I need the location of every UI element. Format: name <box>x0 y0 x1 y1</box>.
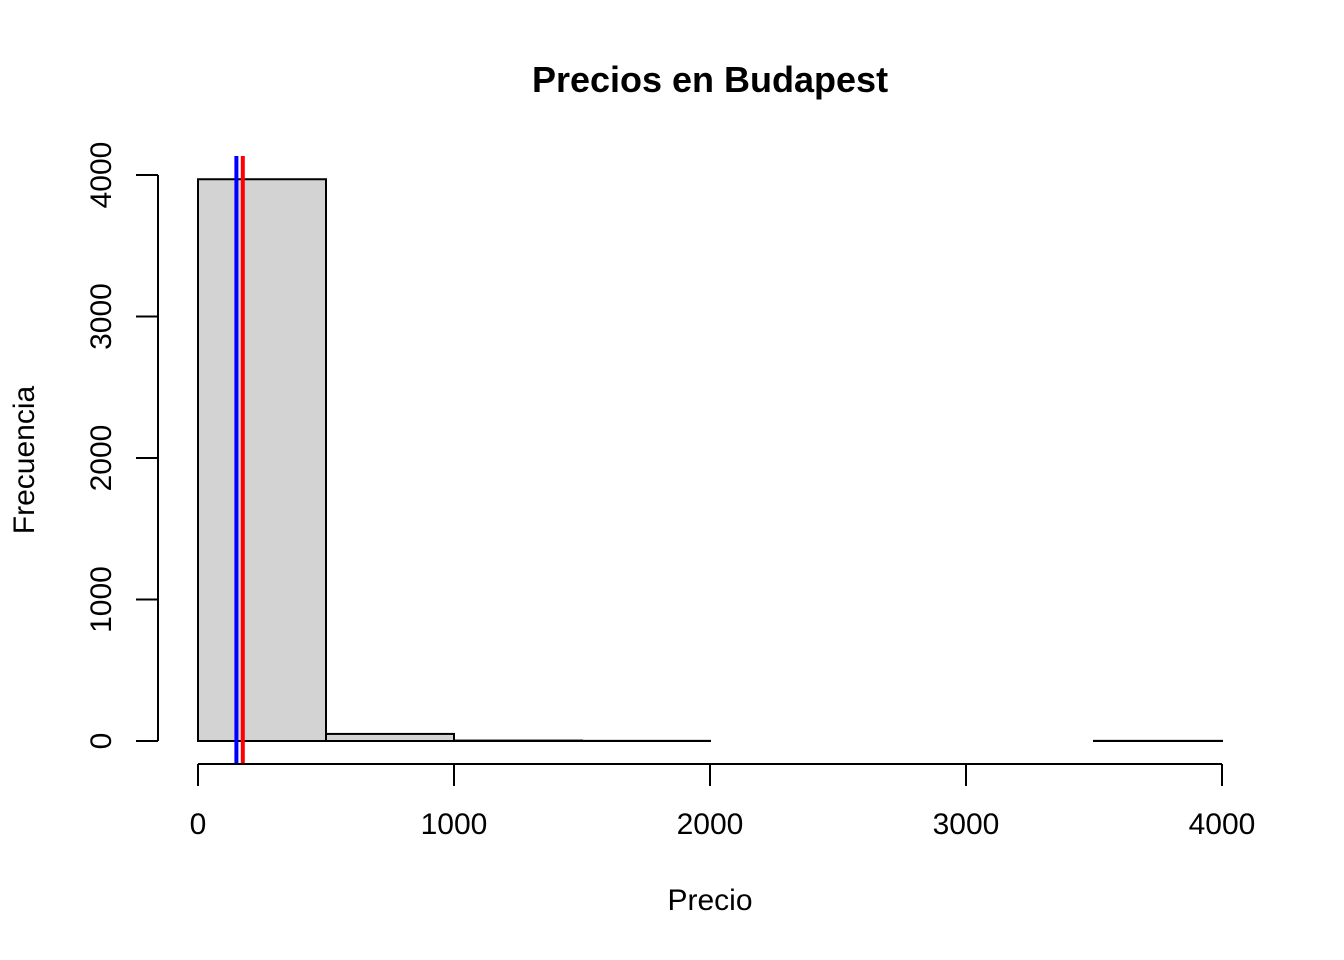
chart-title: Precios en Budapest <box>532 59 888 100</box>
x-tick-label: 1000 <box>421 808 488 841</box>
x-tick-label: 4000 <box>1189 808 1256 841</box>
histogram-bar <box>325 732 455 742</box>
histogram-bar <box>197 178 327 742</box>
y-axis: 0 1000 2000 3000 4000 <box>85 142 159 750</box>
y-tick-label: 0 <box>85 733 118 750</box>
bars-layer <box>197 178 1223 743</box>
x-tick-label: 0 <box>190 808 207 841</box>
reference-lines-layer <box>234 156 245 764</box>
x-tick-label: 2000 <box>677 808 744 841</box>
y-axis-label: Frecuencia <box>8 385 41 534</box>
x-tick-label: 3000 <box>933 808 1000 841</box>
x-axis: 0 1000 2000 3000 4000 <box>190 763 1256 841</box>
y-tick-label: 3000 <box>85 283 118 350</box>
y-tick-label: 2000 <box>85 425 118 492</box>
y-tick-label: 1000 <box>85 566 118 633</box>
x-axis-label: Precio <box>667 884 752 917</box>
y-tick-label: 4000 <box>85 142 118 209</box>
